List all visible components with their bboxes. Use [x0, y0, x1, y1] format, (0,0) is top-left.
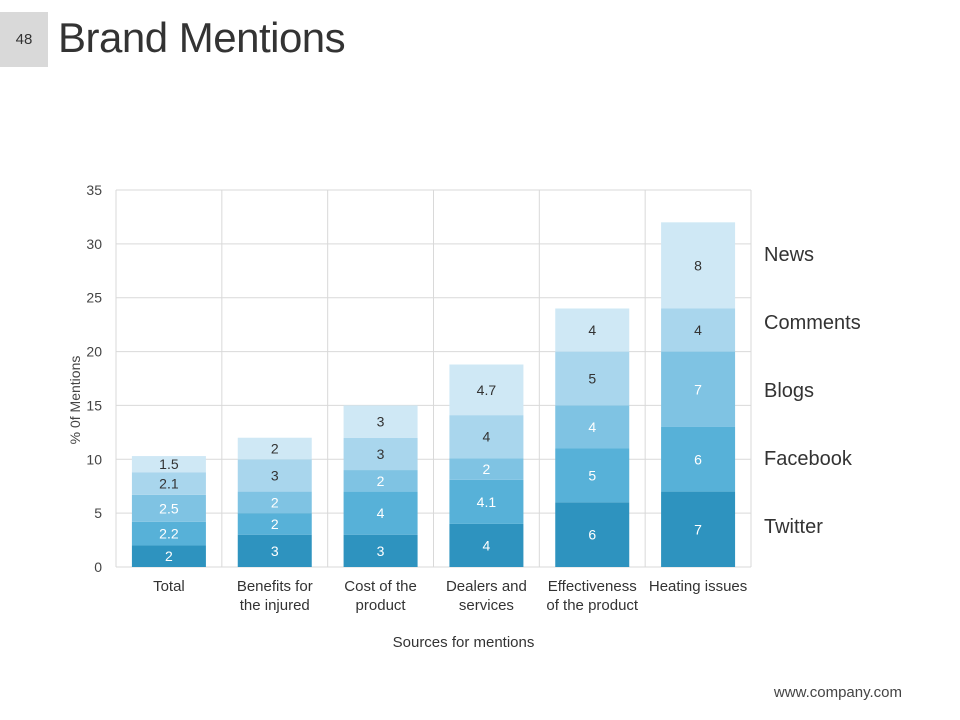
data-label: 2.5	[159, 500, 179, 516]
legend-item-twitter: Twitter	[764, 516, 823, 538]
data-label: 3	[377, 446, 385, 462]
bar-segment-comments	[237, 459, 312, 492]
x-tick-label: Effectiveness	[548, 578, 637, 595]
x-tick-label: Total	[153, 578, 185, 595]
x-tick-label: Heating issues	[649, 578, 747, 595]
bar-segment-blogs	[237, 491, 312, 514]
bar-segment-blogs	[449, 458, 524, 480]
x-tick-label: of the product	[546, 597, 639, 614]
y-tick-label: 15	[86, 397, 102, 413]
bar-segment-facebook	[131, 521, 206, 546]
x-tick-label: product	[356, 597, 407, 614]
bar-segment-news	[555, 308, 630, 352]
bar-segment-twitter	[449, 523, 524, 567]
data-label: 2	[377, 473, 385, 489]
data-label: 7	[694, 381, 702, 397]
legend-item-comments: Comments	[764, 312, 861, 334]
y-tick-label: 20	[86, 344, 102, 360]
data-label: 2.1	[159, 476, 179, 492]
data-label: 7	[694, 521, 702, 537]
y-tick-label: 10	[86, 451, 102, 467]
bar-segment-facebook	[237, 513, 312, 535]
bar-segment-news	[661, 222, 736, 309]
data-label: 6	[588, 527, 596, 543]
bar-segment-twitter	[237, 534, 312, 567]
bar-segment-news	[449, 364, 524, 416]
data-label: 5	[588, 371, 596, 387]
y-tick-label: 25	[86, 290, 102, 306]
data-label: 3	[377, 414, 385, 430]
slide-number: 48	[0, 12, 48, 67]
data-label: 3	[377, 543, 385, 559]
data-label: 6	[694, 451, 702, 467]
bar-segment-news	[131, 456, 206, 473]
data-label: 2	[271, 494, 279, 510]
bar-segment-blogs	[343, 470, 418, 492]
data-label: 4.7	[477, 382, 497, 398]
y-axis-label: % 0f Mentions	[67, 356, 83, 445]
data-label: 2	[271, 441, 279, 457]
legend-item-news: News	[764, 244, 815, 266]
bar-segment-comments	[555, 351, 630, 406]
bar-segment-comments	[131, 472, 206, 495]
bar-segment-facebook	[555, 448, 630, 503]
bar-segment-blogs	[131, 494, 206, 522]
bar-segment-comments	[449, 415, 524, 459]
data-label: 4	[588, 322, 596, 338]
data-label: 4	[694, 322, 702, 338]
bar-segment-twitter	[343, 534, 418, 567]
footer-url: www.company.com	[773, 684, 902, 701]
bar-segment-facebook	[449, 479, 524, 524]
bar-segment-blogs	[661, 351, 736, 427]
data-label: 4	[588, 419, 596, 435]
bar-segment-facebook	[661, 426, 736, 492]
bar-segment-twitter	[555, 502, 630, 567]
bar-segment-blogs	[555, 405, 630, 449]
bar-segment-twitter	[661, 491, 736, 567]
y-tick-label: 0	[94, 559, 102, 575]
bar-segment-comments	[661, 308, 736, 352]
data-label: 4.1	[477, 494, 497, 510]
y-tick-label: 5	[94, 505, 102, 521]
x-tick-label: Dealers and	[446, 578, 527, 595]
bar-segment-facebook	[343, 491, 418, 535]
bar-segment-twitter	[131, 545, 206, 567]
data-label: 2	[271, 516, 279, 532]
bar-segment-news	[237, 437, 312, 460]
data-label: 5	[588, 467, 596, 483]
x-axis-label: Sources for mentions	[393, 634, 535, 651]
data-label: 2.2	[159, 526, 179, 542]
data-label: 2	[483, 461, 491, 477]
legend-item-facebook: Facebook	[764, 448, 852, 470]
y-tick-label: 35	[86, 182, 102, 198]
x-tick-label: Cost of the	[344, 578, 417, 595]
y-tick-label: 30	[86, 236, 102, 252]
data-label: 4	[377, 505, 385, 521]
data-label: 4	[483, 537, 491, 553]
legend-item-blogs: Blogs	[764, 380, 815, 402]
data-label: 4	[483, 429, 491, 445]
data-label: 1.5	[159, 456, 179, 472]
x-tick-label: services	[459, 597, 514, 614]
data-label: 8	[694, 257, 702, 273]
data-label: 2	[165, 548, 173, 564]
data-label: 3	[271, 543, 279, 559]
x-tick-label: Benefits for	[237, 578, 313, 595]
data-label: 3	[271, 467, 279, 483]
slide-title: Brand Mentions	[58, 14, 346, 61]
bar-segment-news	[343, 405, 418, 438]
x-tick-label: the injured	[240, 597, 310, 614]
bar-segment-comments	[343, 437, 418, 471]
